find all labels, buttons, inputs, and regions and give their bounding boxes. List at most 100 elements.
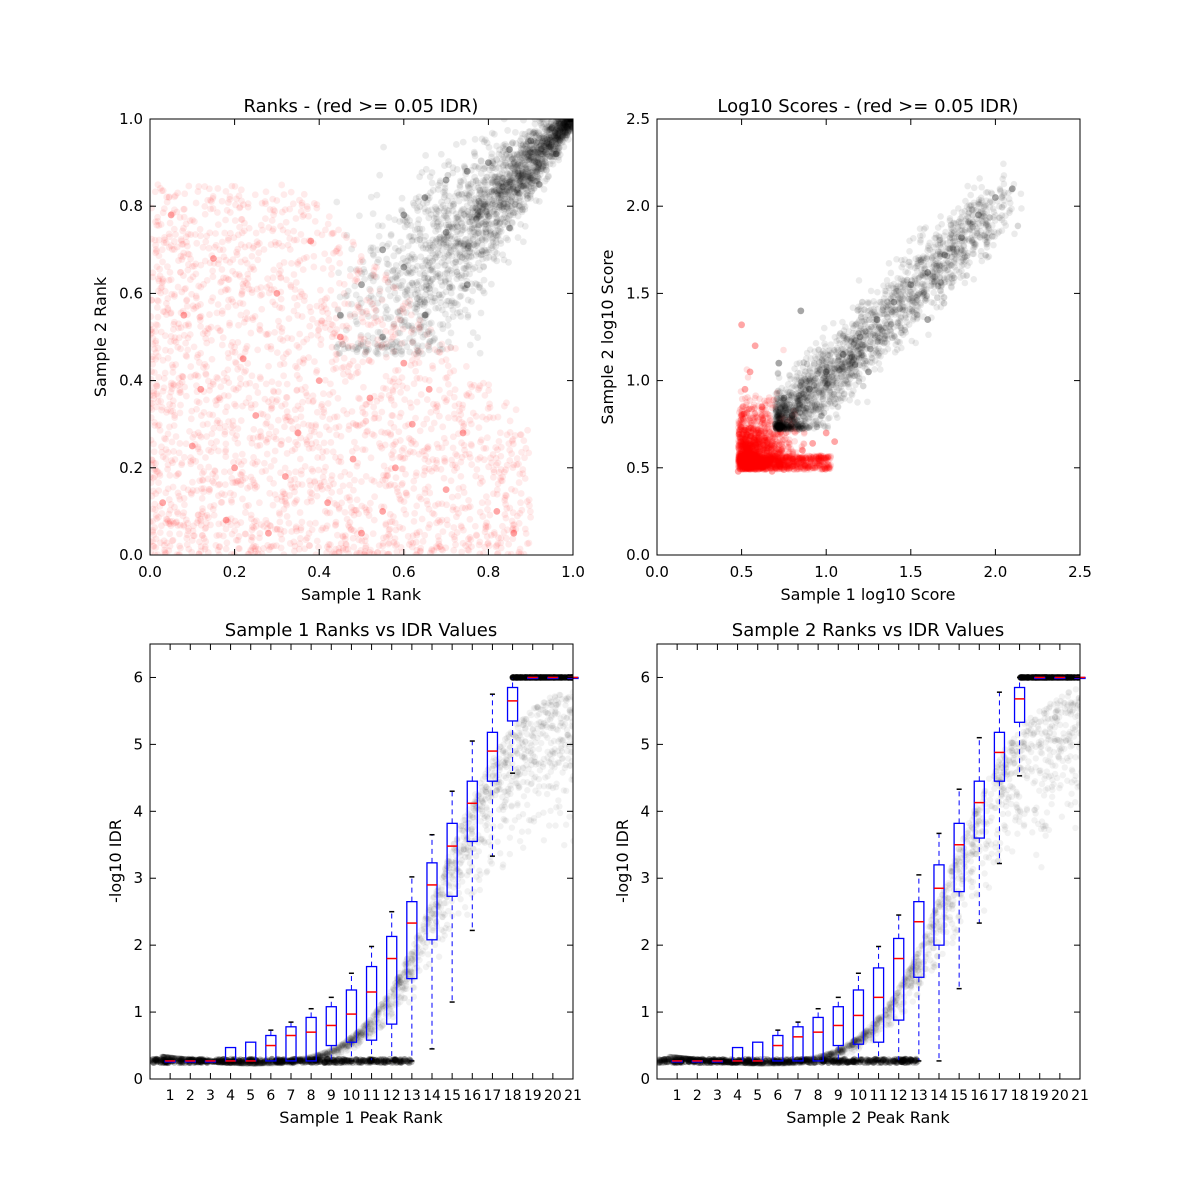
black-point	[449, 201, 457, 209]
red-point	[351, 310, 359, 318]
black-point	[433, 253, 440, 261]
red-point	[309, 315, 316, 323]
red-point	[466, 515, 474, 523]
red-point	[388, 518, 396, 526]
red-point	[267, 423, 275, 431]
red-point	[228, 348, 236, 356]
red-point	[264, 542, 272, 549]
red-point	[200, 408, 208, 416]
red-point	[301, 545, 308, 553]
data-point	[188, 442, 196, 450]
black-point	[403, 285, 411, 293]
red-point	[468, 461, 476, 468]
red-point	[385, 540, 392, 548]
red-point	[363, 296, 370, 304]
red-point	[327, 320, 335, 328]
red-point	[286, 540, 294, 547]
red-point	[182, 321, 190, 329]
red-point	[206, 411, 214, 418]
red-point	[407, 328, 415, 336]
red-point	[273, 197, 281, 204]
red-point	[448, 530, 456, 538]
red-point	[306, 520, 314, 528]
x-tick-label: 0.6	[392, 563, 416, 581]
red-point	[433, 519, 440, 527]
red-point	[152, 355, 160, 363]
red-point	[224, 236, 232, 244]
red-point	[444, 521, 451, 529]
red-point	[416, 547, 424, 555]
red-point	[240, 354, 247, 362]
red-point	[398, 374, 406, 382]
red-point	[322, 423, 330, 431]
red-point	[281, 464, 289, 472]
red-point	[163, 311, 170, 319]
red-point	[339, 546, 347, 554]
red-point	[431, 346, 439, 354]
red-point	[253, 458, 261, 466]
red-point	[432, 404, 440, 412]
red-point	[389, 448, 397, 456]
red-point	[450, 546, 458, 554]
red-point	[206, 311, 213, 318]
red-point	[176, 551, 183, 555]
red-point	[370, 477, 378, 485]
red-point	[178, 378, 186, 386]
red-point	[353, 462, 361, 470]
red-point	[502, 500, 509, 508]
red-point	[220, 468, 228, 476]
red-point	[384, 429, 392, 436]
red-point	[404, 450, 412, 458]
red-point	[413, 469, 420, 477]
red-point	[193, 388, 201, 396]
red-point	[172, 338, 180, 346]
red-point	[192, 371, 200, 379]
black-point	[359, 308, 367, 316]
red-point	[356, 549, 364, 555]
red-point	[220, 253, 228, 261]
data-point	[527, 137, 535, 145]
red-point	[497, 466, 505, 473]
red-point	[150, 340, 157, 348]
red-point	[230, 385, 238, 393]
red-point	[164, 295, 172, 302]
red-point	[377, 443, 384, 450]
red-point	[248, 252, 256, 260]
red-point	[154, 217, 162, 225]
red-point	[217, 279, 224, 286]
black-point	[476, 349, 484, 357]
red-point	[392, 367, 399, 374]
red-point	[188, 537, 196, 544]
red-point	[308, 497, 316, 505]
red-point	[345, 342, 352, 350]
red-point	[179, 512, 187, 520]
red-point	[337, 472, 345, 480]
red-point	[229, 422, 237, 429]
red-point	[428, 547, 436, 555]
black-point	[352, 291, 360, 299]
red-point	[182, 352, 190, 359]
red-point	[328, 264, 336, 272]
red-point	[410, 477, 418, 485]
red-point	[245, 224, 253, 232]
red-point	[271, 526, 279, 533]
red-point	[154, 297, 162, 305]
red-point	[494, 446, 501, 454]
red-point	[272, 428, 280, 435]
red-point	[340, 354, 348, 362]
red-point	[285, 315, 293, 323]
red-point	[226, 229, 234, 237]
panel-2-title: Log10 Scores - (red >= 0.05 IDR)	[717, 96, 1018, 117]
red-point	[308, 526, 316, 534]
red-point	[167, 332, 175, 340]
red-point	[361, 504, 369, 512]
red-point	[268, 543, 275, 550]
red-point	[366, 548, 373, 555]
red-point	[448, 456, 456, 464]
red-point	[214, 417, 222, 424]
red-point	[248, 439, 256, 447]
black-point	[456, 251, 464, 259]
black-point	[455, 197, 463, 205]
red-point	[201, 203, 209, 210]
red-point	[303, 392, 311, 399]
